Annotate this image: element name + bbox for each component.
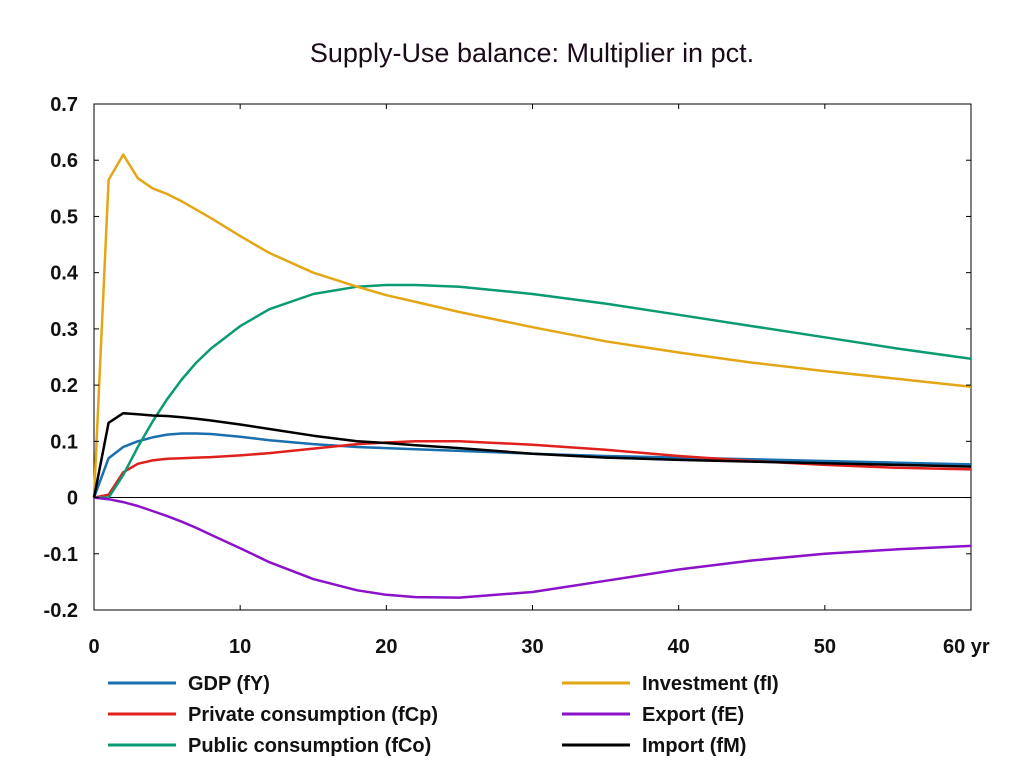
legend-label: Investment (fI) — [642, 673, 779, 695]
y-tick-label: 0.4 — [50, 263, 79, 285]
series-line-public-consumption-fco — [94, 283, 972, 499]
y-tick-label: -0.2 — [44, 600, 78, 622]
y-tick-label: 0.3 — [50, 319, 78, 341]
series-line-import-fm — [92, 411, 972, 498]
legend-item-gdp-fy: GDP (fY) — [108, 673, 270, 695]
series-line-export-fe — [93, 496, 972, 599]
legend: GDP (fY) Private consumption (fCp) Public … — [108, 673, 779, 757]
y-tick-label: 0.6 — [50, 150, 78, 172]
y-tick-label: -0.1 — [44, 544, 78, 566]
x-tick-label: 60 yr — [943, 636, 990, 658]
legend-item-import-fm: Import (fM) — [562, 735, 746, 757]
series-lines — [92, 153, 972, 599]
y-tick-label: 0.1 — [50, 431, 78, 453]
legend-item-investment-fi: Investment (fI) — [562, 673, 779, 695]
x-tick-label: 40 — [668, 636, 690, 658]
legend-item-private-consumption-fcp: Private consumption (fCp) — [108, 704, 438, 726]
y-tick-label: 0.2 — [50, 375, 78, 397]
legend-label: GDP (fY) — [188, 673, 270, 695]
series-line-private-consumption-fcp — [93, 440, 972, 499]
y-tick-label: 0.7 — [50, 94, 78, 116]
legend-label: Export (fE) — [642, 704, 744, 726]
y-axis: 0.7 0.6 0.5 0.4 0.3 0.2 0.1 0 -0.1 -0.2 — [44, 94, 971, 622]
plot-border — [93, 103, 972, 611]
legend-label: Private consumption (fCp) — [188, 704, 438, 726]
chart-title: Supply-Use balance: Multiplier in pct. — [310, 38, 754, 68]
legend-label: Import (fM) — [642, 735, 746, 757]
x-tick-label: 10 — [229, 636, 251, 658]
series-line-investment-fi — [92, 153, 972, 498]
y-tick-label: 0.5 — [50, 206, 78, 228]
legend-item-public-consumption-fco: Public consumption (fCo) — [108, 735, 431, 757]
plot-frame — [93, 103, 972, 611]
legend-item-export-fe: Export (fE) — [562, 704, 744, 726]
x-axis: 0 10 20 30 40 50 60 yr — [88, 104, 990, 658]
x-tick-label: 0 — [88, 636, 99, 658]
y-tick-label: 0 — [67, 488, 78, 510]
x-tick-label: 50 — [814, 636, 836, 658]
legend-label: Public consumption (fCo) — [188, 735, 431, 757]
x-tick-label: 20 — [375, 636, 397, 658]
x-tick-label: 30 — [521, 636, 543, 658]
